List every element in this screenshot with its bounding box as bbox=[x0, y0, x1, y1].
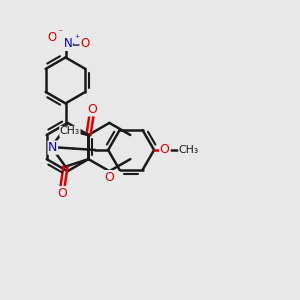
Text: O: O bbox=[104, 171, 114, 184]
Text: ⁻: ⁻ bbox=[57, 28, 62, 38]
Text: N: N bbox=[64, 38, 72, 50]
Text: O: O bbox=[58, 187, 68, 200]
Text: N: N bbox=[48, 141, 58, 154]
Text: O: O bbox=[48, 31, 57, 44]
Text: CH₃: CH₃ bbox=[179, 145, 199, 155]
Text: ⁺: ⁺ bbox=[74, 34, 79, 44]
Text: O: O bbox=[87, 103, 97, 116]
Text: O: O bbox=[160, 143, 170, 157]
Text: CH₃: CH₃ bbox=[60, 126, 80, 136]
Text: O: O bbox=[80, 38, 89, 50]
